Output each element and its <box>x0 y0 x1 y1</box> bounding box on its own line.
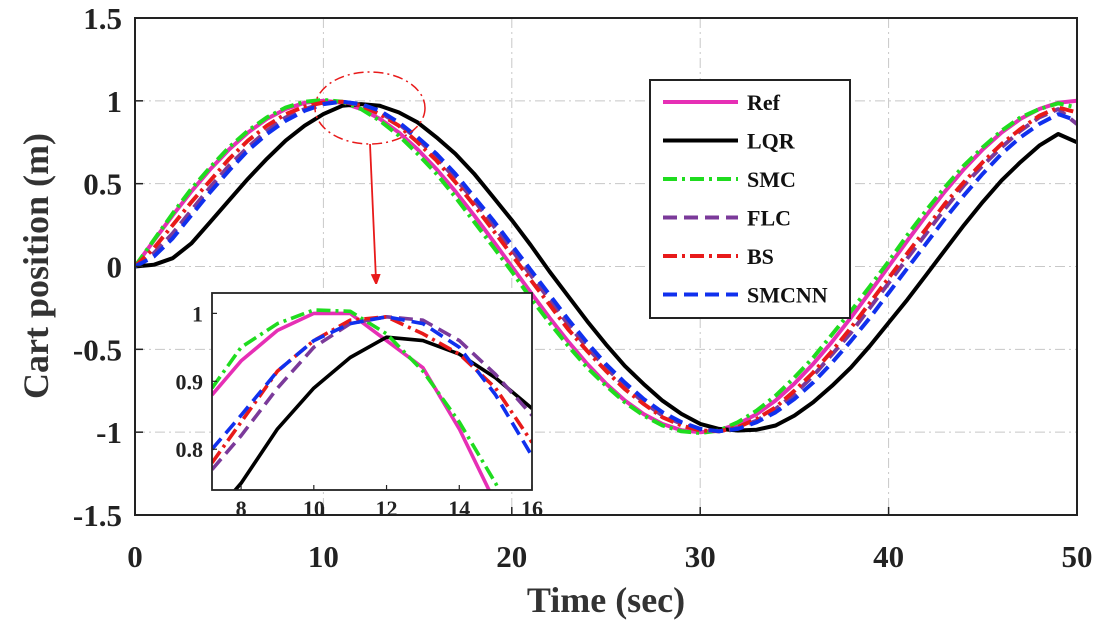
y-tick-label: 0.5 <box>83 167 122 202</box>
inset-y-tick-label: 0.9 <box>176 369 204 394</box>
x-tick-label: 40 <box>873 539 904 574</box>
inset-x-tick-label: 16 <box>521 496 543 521</box>
inset-y-tick-label: 0.8 <box>176 437 204 462</box>
y-tick-label: -1 <box>96 415 122 450</box>
inset-series-line-ref <box>212 311 491 490</box>
inset-series-line-smc <box>212 308 501 490</box>
zoom-region-ellipse <box>314 71 426 145</box>
y-tick-label: 1.5 <box>83 1 122 36</box>
legend-label-lqr: LQR <box>747 129 796 154</box>
y-tick-label: 1 <box>107 84 123 119</box>
x-tick-label: 20 <box>496 539 527 574</box>
inset-tick-labels: 8 10 12 14 16 0.8 0.9 1 <box>176 301 544 521</box>
main-plot-area <box>135 98 1077 435</box>
inset-x-tick-label: 12 <box>376 496 398 521</box>
zoom-pointer-arrow <box>369 143 376 280</box>
legend-label-flc: FLC <box>747 206 791 231</box>
inset-plot-area <box>212 308 532 490</box>
inset-series-line-smcnn <box>212 314 532 457</box>
inset-x-tick-label: 14 <box>448 496 470 521</box>
y-tick-label: -0.5 <box>73 332 122 367</box>
legend-label-smcnn: SMCNN <box>747 283 828 308</box>
x-tick-label: 30 <box>685 539 716 574</box>
legend-label-smc: SMC <box>747 167 796 192</box>
y-tick-label: -1.5 <box>73 498 122 533</box>
inset-x-tick-label: 10 <box>303 496 325 521</box>
legend-box <box>649 79 851 319</box>
x-axis-title: Time (sec) <box>527 580 685 620</box>
legend-label-ref: Ref <box>747 90 781 115</box>
series-line-flc <box>135 99 1077 434</box>
series-line-bs <box>135 99 1077 434</box>
x-tick-label: 10 <box>308 539 339 574</box>
inset-series-line-lqr <box>232 335 532 490</box>
legend-label-bs: BS <box>747 244 774 269</box>
inset-axes-frame <box>211 292 533 491</box>
main-tick-labels: 0 10 20 30 40 50 -1.5 -1 -0.5 0 0.5 1 1.5 <box>73 1 1093 574</box>
x-tick-label: 0 <box>127 539 143 574</box>
inset-x-tick-label: 8 <box>236 496 247 521</box>
x-tick-label: 50 <box>1062 539 1093 574</box>
legend: Ref LQR SMC FLC BS SMCNN <box>663 90 828 308</box>
y-axis-title: Cart position (m) <box>16 133 56 399</box>
series-line-smc <box>135 98 1077 435</box>
inset-y-tick-label: 1 <box>192 301 203 326</box>
y-tick-label: 0 <box>107 250 123 285</box>
series-line-lqr <box>135 102 1077 433</box>
series-line-smcnn <box>135 99 1077 434</box>
